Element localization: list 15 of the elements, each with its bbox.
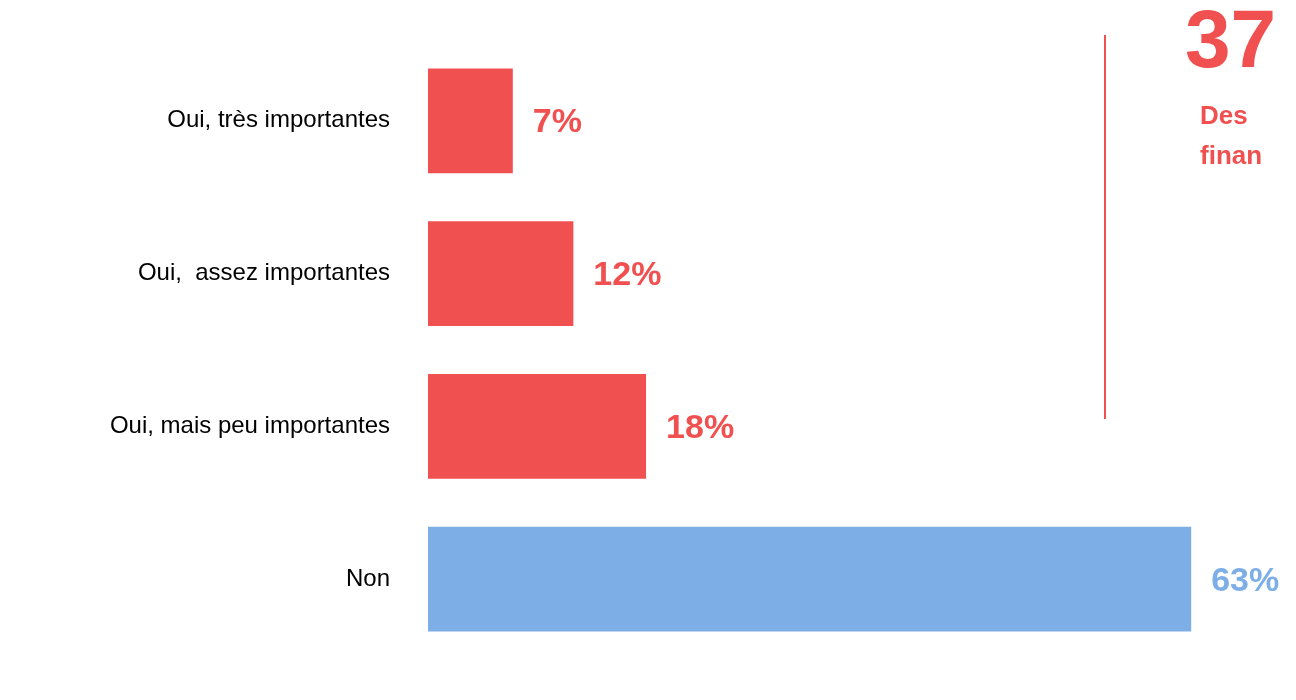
data-label: 7%: [532, 101, 582, 140]
bar: [428, 373, 647, 479]
bar: [428, 68, 513, 174]
text: Des: [1200, 100, 1248, 131]
bar: [428, 221, 574, 327]
text: finan: [1200, 140, 1263, 171]
y-tick-label: Oui, très importantes: [167, 105, 390, 133]
data-label: 12%: [593, 253, 662, 292]
y-tick-label: Non: [345, 563, 390, 591]
annotation: 37: [1185, 0, 1277, 86]
y-tick-label: Oui, assez importantes: [137, 258, 390, 286]
data-label: 18%: [666, 406, 735, 445]
bar: [428, 526, 1192, 632]
data-label: 63%: [1211, 559, 1280, 598]
y-tick-label: Oui, mais peu importantes: [109, 411, 390, 439]
